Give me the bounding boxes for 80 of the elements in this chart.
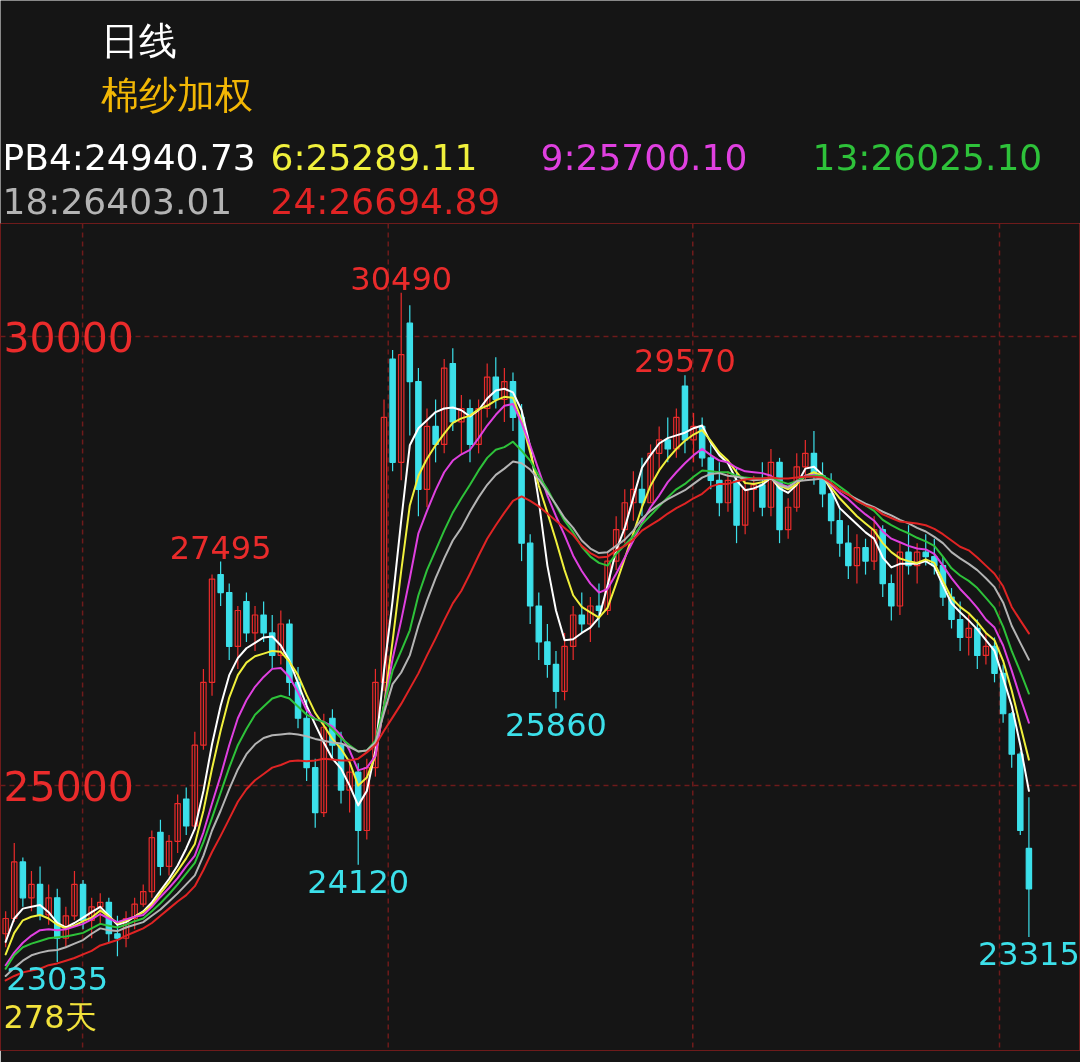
candlestick <box>458 394 465 454</box>
annotation: 30490 <box>350 259 453 298</box>
candlestick <box>690 412 697 463</box>
candlestick <box>320 713 328 818</box>
candlestick <box>784 497 792 540</box>
annotation: 24120 <box>307 862 410 901</box>
text: 24:26694.89 <box>270 181 501 222</box>
candlestick <box>10 842 18 923</box>
candlestick <box>277 609 285 665</box>
candlestick <box>544 623 551 679</box>
candlestick <box>88 897 95 939</box>
text: 18:26403.01 <box>2 181 233 222</box>
candlestick <box>96 892 104 926</box>
candlestick <box>922 533 929 567</box>
candlestick <box>71 870 78 921</box>
candlestick <box>363 758 371 841</box>
chart-subtitle: 棉纱加权 <box>100 72 253 117</box>
candlestick <box>148 829 156 899</box>
candlestick <box>122 910 130 948</box>
candlestick <box>2 910 9 948</box>
candlestick <box>174 793 181 854</box>
text: 9:25700.10 <box>540 137 748 178</box>
candlestick <box>896 542 904 616</box>
candlestick <box>483 362 491 419</box>
candlestick <box>587 596 594 643</box>
candlestick <box>982 632 990 665</box>
candlestick <box>870 515 878 571</box>
chart-title: 日线 <box>100 18 177 63</box>
candlestick <box>380 398 388 692</box>
candlestick <box>845 524 852 580</box>
candlestick <box>965 614 972 657</box>
text: 6:25289.11 <box>270 137 478 178</box>
candlestick <box>217 560 224 607</box>
candlestick <box>251 605 259 652</box>
candlestick <box>741 479 749 535</box>
candlestick <box>664 416 672 463</box>
candlestick <box>440 358 448 454</box>
candlestick <box>561 632 568 701</box>
candlestick <box>612 515 620 571</box>
candlestick <box>578 591 586 634</box>
annotation: 278天 <box>3 997 97 1036</box>
text: 13:26025.10 <box>812 137 1043 178</box>
annotation: 23035 <box>6 960 109 999</box>
annotation: 25860 <box>505 706 607 745</box>
candlestick <box>569 605 577 661</box>
candlestick <box>432 398 439 463</box>
candlestick <box>501 367 508 423</box>
y-tick-label: 25000 <box>3 762 134 811</box>
candlestick <box>673 407 680 459</box>
candlestick <box>888 573 895 621</box>
candlestick <box>165 834 173 876</box>
candlestick <box>913 542 921 585</box>
candlestick <box>234 605 242 670</box>
candlestick <box>853 533 861 585</box>
candlestick <box>114 915 121 957</box>
candlestick <box>604 551 611 616</box>
candlestick <box>139 883 147 908</box>
text: PB4:24940.73 <box>2 137 256 178</box>
candlestick <box>131 897 138 930</box>
annotation: 29570 <box>634 342 736 381</box>
candlestick <box>862 538 869 576</box>
candlestick <box>397 292 405 481</box>
candlestick <box>200 668 207 751</box>
candlestick <box>759 461 766 517</box>
candlestick <box>423 407 431 508</box>
candlestick <box>208 573 216 697</box>
annotation: 23315 <box>978 934 1080 973</box>
candlestick <box>28 870 35 912</box>
candlestick <box>475 398 482 454</box>
candlestick <box>621 488 629 544</box>
candlestick <box>956 600 964 652</box>
candlestick <box>630 470 637 522</box>
annotation: 27495 <box>169 528 272 567</box>
candlestick <box>647 443 654 504</box>
candlestick <box>45 883 52 926</box>
y-tick-label: 30000 <box>3 313 134 362</box>
candlestick <box>836 506 843 558</box>
candlestick <box>62 906 70 948</box>
candlestick <box>260 600 267 643</box>
candlestick <box>716 461 723 517</box>
